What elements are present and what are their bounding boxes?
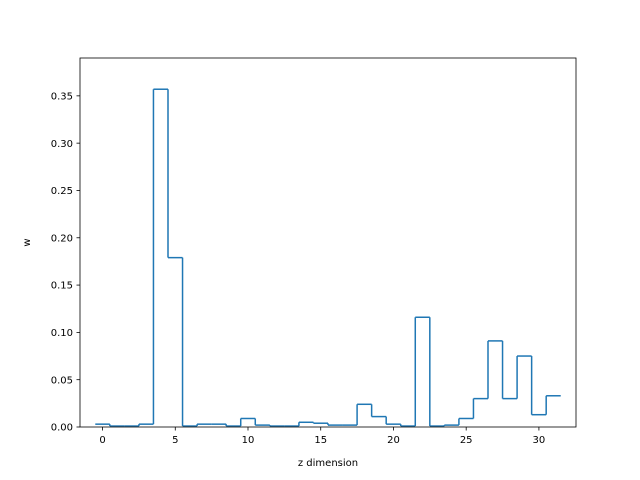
y-axis-ticks: 0.00 0.05 0.10 0.15 0.20 0.25 0.30 0.35 (51, 91, 80, 434)
y-tick-label: 0.15 (51, 281, 73, 292)
x-tick-label: 0 (99, 435, 105, 446)
y-tick-label: 0.20 (51, 233, 73, 244)
axes-frame (79, 57, 577, 428)
x-tick-label: 25 (460, 435, 473, 446)
y-tick-label: 0.05 (51, 375, 73, 386)
y-tick-label: 0.25 (51, 186, 73, 197)
x-tick-label: 5 (172, 435, 178, 446)
plot-area (95, 88, 561, 427)
y-tick-label: 0.00 (51, 423, 73, 434)
x-tick-label: 10 (242, 435, 255, 446)
y-tick-label: 0.10 (51, 328, 73, 339)
y-tick-label: 0.35 (51, 91, 73, 102)
x-tick-label: 30 (533, 435, 546, 446)
x-tick-label: 15 (314, 435, 327, 446)
y-tick-label: 0.30 (51, 139, 73, 150)
x-axis-label: z dimension (298, 458, 358, 469)
x-tick-label: 20 (387, 435, 400, 446)
x-axis-ticks: 0 5 10 15 20 25 30 (99, 427, 545, 446)
series-step-line (95, 88, 561, 427)
y-axis-label: w (22, 238, 33, 246)
